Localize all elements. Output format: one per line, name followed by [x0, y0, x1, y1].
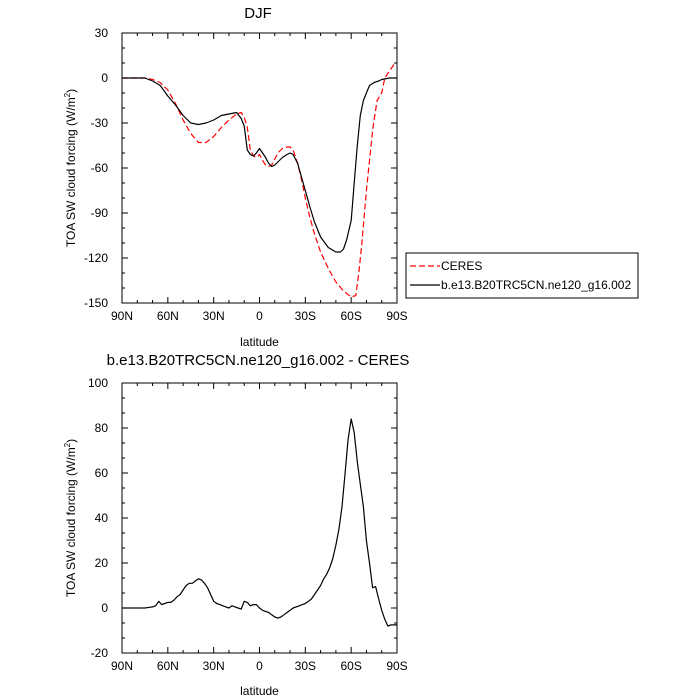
y-tick-label: -30 — [91, 116, 109, 130]
x-tick-label: 60S — [340, 659, 361, 673]
y-tick-label: 60 — [95, 466, 109, 480]
chart-top-legend: CERES b.e13.B20TRC5CN.ne120_g16.002 — [405, 252, 639, 299]
x-tick-label: 30N — [203, 659, 225, 673]
y-tick-label: -60 — [91, 161, 109, 175]
chart-bottom-axes: 90N 60N 30N 0 30S 60S 90S 100 80 60 40 20 0 -20 — [88, 376, 408, 673]
y-tick-label: 30 — [95, 26, 109, 40]
chart-top-title: DJF — [244, 5, 272, 22]
y-tick-label: 0 — [101, 71, 108, 85]
chart-bottom-xlabel: latitude — [240, 684, 279, 698]
x-tick-label: 90S — [386, 659, 407, 673]
chart-bottom-title: b.e13.B20TRC5CN.ne120_g16.002 - CERES — [107, 352, 410, 369]
chart-bottom-series — [122, 418, 397, 627]
legend-label-model: b.e13.B20TRC5CN.ne120_g16.002 — [441, 278, 631, 292]
y-tick-label: -90 — [91, 206, 109, 220]
y-tick-label: 80 — [95, 421, 109, 435]
chart-top-series — [122, 63, 398, 298]
chart-bottom-ylabel: TOA SW cloud forcing (W/m2) — [63, 439, 78, 597]
x-tick-label: 60S — [340, 309, 361, 323]
chart-top-xlabel: latitude — [240, 335, 279, 349]
x-tick-label: 60N — [157, 309, 179, 323]
y-tick-label: 0 — [101, 601, 108, 615]
y-tick-label: -120 — [84, 251, 108, 265]
chart-top-axes: 90N 60N 30N 0 30S 60S 90S 30 0 -30 -60 -90 -120 -150 — [84, 26, 408, 323]
x-tick-label: 30S — [295, 659, 316, 673]
series-line-0 — [122, 418, 397, 627]
legend-box — [405, 252, 639, 299]
legend-label-ceres: CERES — [441, 259, 482, 273]
x-tick-label: 90N — [111, 659, 133, 673]
y-tick-label: 40 — [95, 511, 109, 525]
x-tick-label: 90N — [111, 309, 133, 323]
y-tick-label: -150 — [84, 296, 108, 310]
chart-bottom: b.e13.B20TRC5CN.ne120_g16.002 - CERES 90… — [63, 352, 409, 698]
y-tick-label: 100 — [88, 376, 108, 390]
x-tick-label: 0 — [256, 659, 263, 673]
chart-bottom-frame — [121, 382, 398, 654]
chart-top: DJF 90N 60N 30N 0 30S 60S 90S 30 0 -30 -60 -90 -120 -… — [63, 5, 639, 349]
x-tick-label: 90S — [386, 309, 407, 323]
x-tick-label: 60N — [157, 659, 179, 673]
series-line-0 — [122, 63, 398, 298]
y-tick-label: -20 — [91, 646, 109, 660]
x-tick-label: 30N — [203, 309, 225, 323]
y-tick-label: 20 — [95, 556, 109, 570]
series-line-1 — [122, 77, 397, 253]
x-tick-label: 30S — [295, 309, 316, 323]
chart-top-ylabel: TOA SW cloud forcing (W/m2) — [63, 89, 78, 247]
x-tick-label: 0 — [256, 309, 263, 323]
